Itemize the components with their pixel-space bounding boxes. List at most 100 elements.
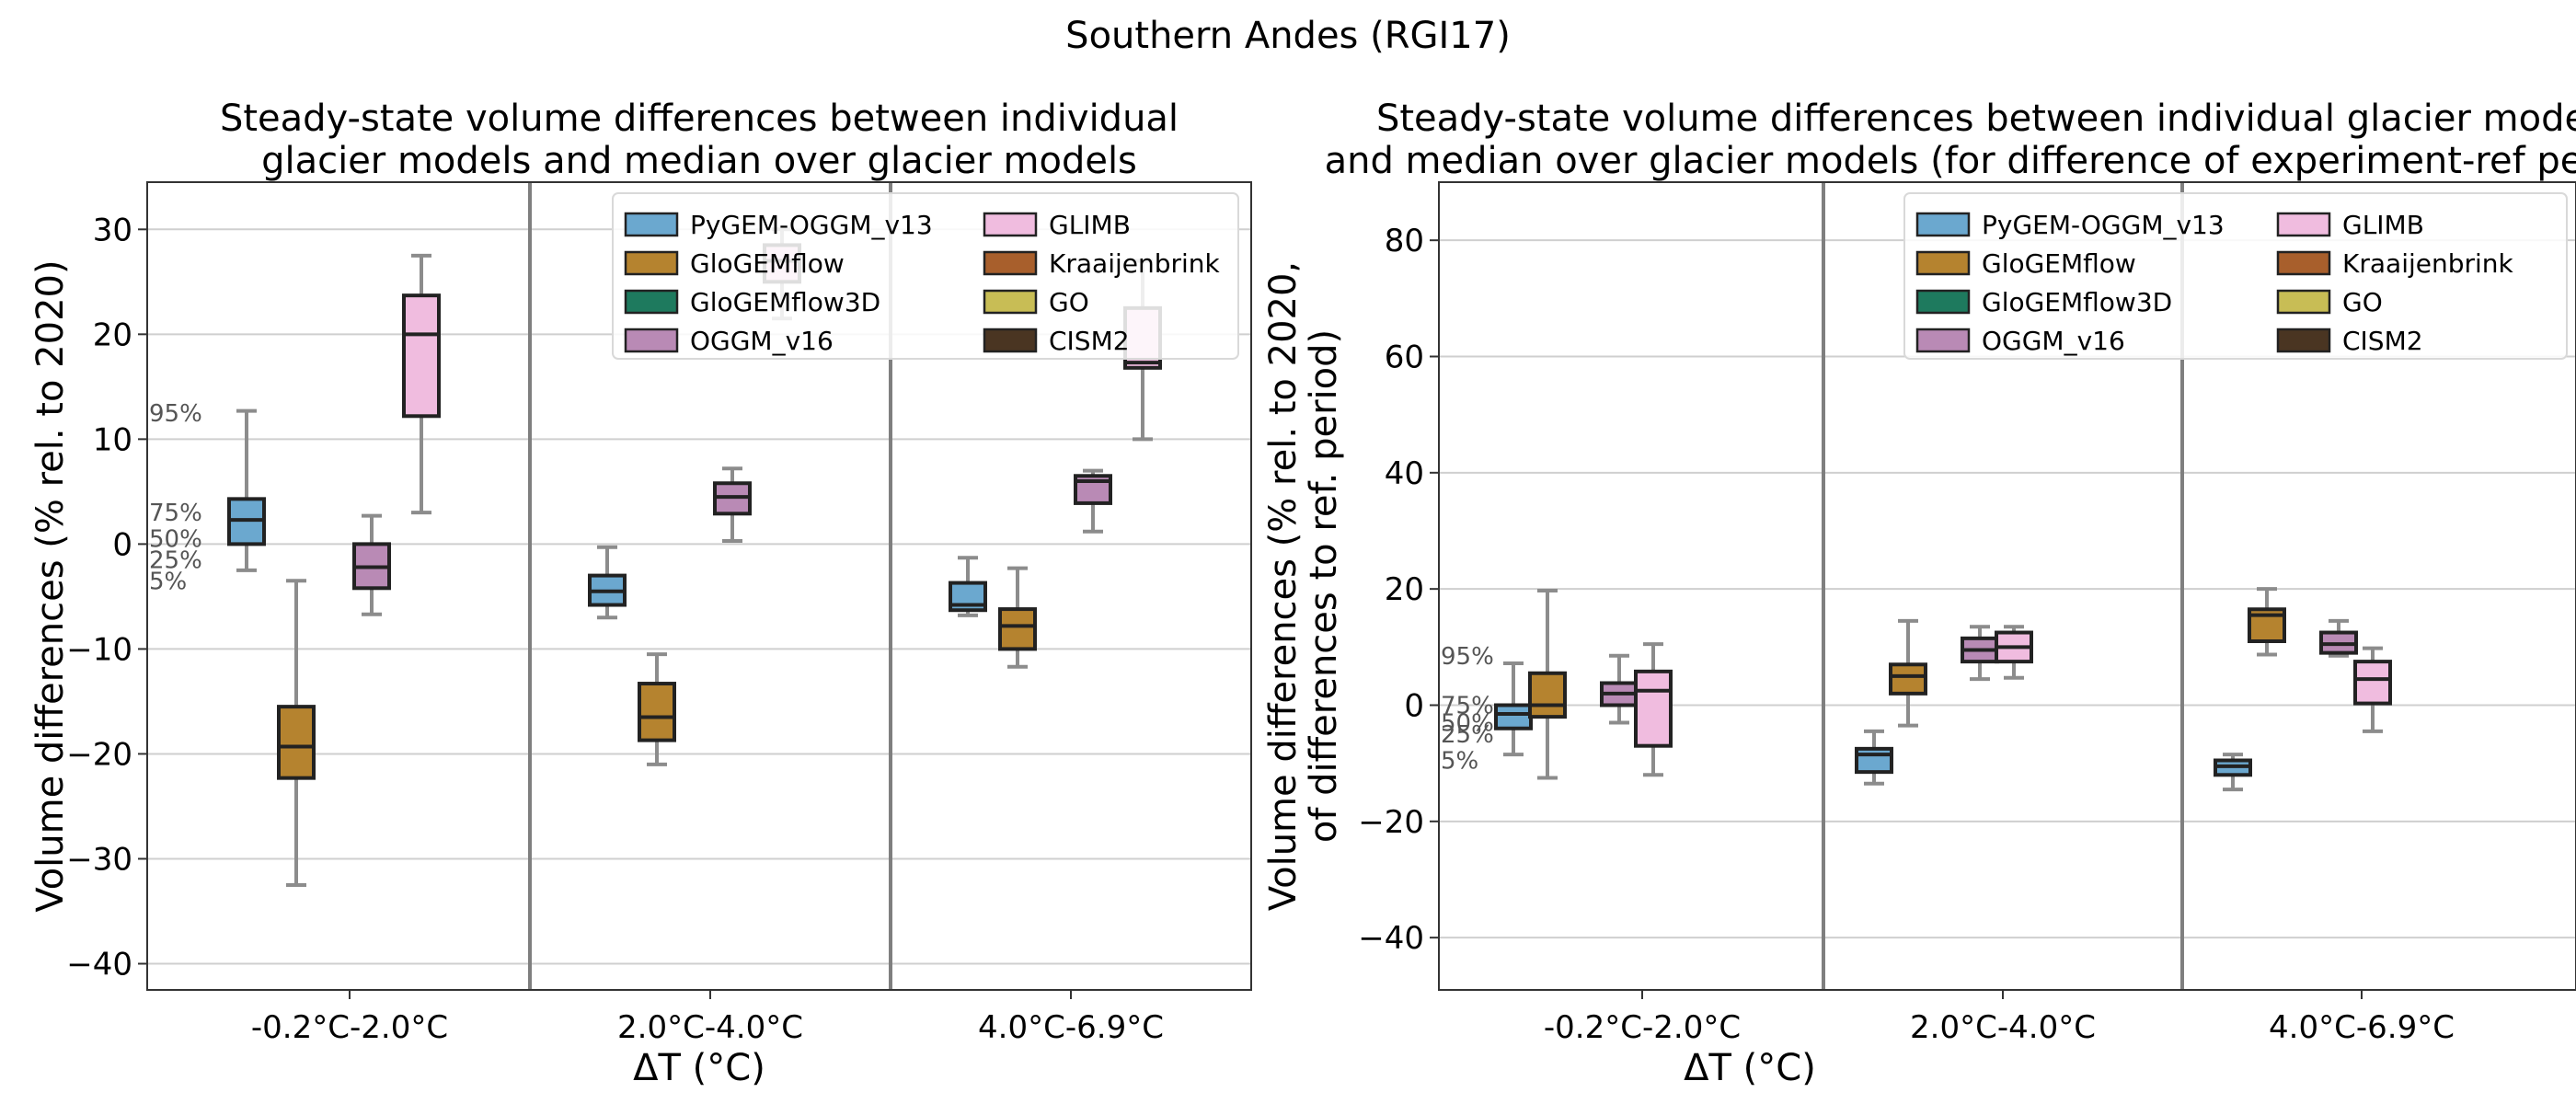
box-iqr xyxy=(2353,660,2392,706)
legend-label: OGGM_v16 xyxy=(1982,326,2125,356)
x-tick-label: 2.0°C-4.0°C xyxy=(1910,1009,2096,1046)
box-iqr xyxy=(638,682,676,742)
legend-swatch xyxy=(2276,328,2331,353)
legend-item: GO xyxy=(2276,287,2383,317)
box-iqr xyxy=(1528,671,1567,719)
percentile-label: 95% xyxy=(1441,643,1494,671)
box-glimb xyxy=(2353,646,2392,733)
box-glogemflow xyxy=(638,652,676,766)
legend-label: GloGEMflow xyxy=(690,248,845,279)
legend-item: GLIMB xyxy=(983,210,1131,240)
legend-swatch xyxy=(983,212,1038,237)
legend-item: GloGEMflow xyxy=(1915,248,2136,279)
legend-item: GLIMB xyxy=(2276,210,2424,240)
legend-swatch xyxy=(1915,328,1971,353)
legend-item: Kraaijenbrink xyxy=(983,248,1221,279)
y-tick-label: 0 xyxy=(112,526,132,563)
percentile-label: 25% xyxy=(1441,721,1494,749)
percentile-label: 75% xyxy=(1441,692,1494,719)
box-iqr xyxy=(1889,662,1927,696)
box-glogemflow xyxy=(1889,618,1927,728)
legend-item: CISM2 xyxy=(2276,326,2423,356)
y-tick-label: 30 xyxy=(93,212,132,248)
y-axis-label: of differences to ref. period) xyxy=(1303,329,1345,843)
x-tick-label: -0.2°C-2.0°C xyxy=(251,1009,448,1046)
y-tick-label: −20 xyxy=(66,736,132,773)
percentile-label: 5% xyxy=(1441,747,1478,775)
legend-label: Kraaijenbrink xyxy=(1049,248,1221,279)
legend-swatch xyxy=(624,328,679,353)
legend-swatch xyxy=(624,289,679,315)
legend-item: GloGEMflow3D xyxy=(1915,287,2172,317)
percentile-label: 75% xyxy=(149,500,202,527)
legend-item: GloGEMflow xyxy=(624,248,845,279)
box-oggm-v16 xyxy=(1074,468,1112,534)
legend-swatch xyxy=(1915,212,1971,237)
box-pygem-oggm-v13 xyxy=(588,545,627,620)
percentile-label: 5% xyxy=(149,568,187,595)
legend-label: GO xyxy=(1049,287,1089,317)
chart-title: Steady-state volume differences between … xyxy=(1376,98,2576,140)
box-glogemflow xyxy=(1528,589,1567,780)
legend-swatch xyxy=(624,212,679,237)
legend-item: OGGM_v16 xyxy=(1915,326,2125,356)
legend-label: CISM2 xyxy=(2342,326,2423,356)
percentile-label: 25% xyxy=(149,546,202,574)
legend-swatch xyxy=(2276,212,2331,237)
legend-label: PyGEM-OGGM_v13 xyxy=(1982,210,2225,240)
axes-frame xyxy=(146,181,1252,991)
legend-label: OGGM_v16 xyxy=(690,326,834,356)
box-pygem-oggm-v13 xyxy=(1494,661,1533,757)
legend-label: GLIMB xyxy=(2342,210,2424,240)
legend-swatch xyxy=(2276,289,2331,315)
box-pygem-oggm-v13 xyxy=(2214,753,2252,792)
box-pygem-oggm-v13 xyxy=(949,556,987,617)
box-glimb xyxy=(1995,625,2033,680)
percentile-label: 50% xyxy=(149,526,202,554)
legend-swatch xyxy=(1915,289,1971,315)
chart-title: Steady-state volume differences between … xyxy=(220,98,1179,140)
y-tick-label: 60 xyxy=(1385,339,1424,375)
y-tick-label: −40 xyxy=(1358,920,1424,957)
axes-frame xyxy=(1438,181,2576,991)
percentile-label: 95% xyxy=(149,400,202,428)
box-iqr xyxy=(1494,703,1533,730)
legend-swatch xyxy=(2276,250,2331,276)
y-tick-label: −30 xyxy=(66,841,132,878)
legend-item: PyGEM-OGGM_v13 xyxy=(1915,210,2225,240)
legend-label: Kraaijenbrink xyxy=(2342,248,2514,279)
y-tick-label: 20 xyxy=(93,316,132,353)
legend-swatch xyxy=(983,289,1038,315)
x-tick-label: 4.0°C-6.9°C xyxy=(978,1009,1164,1046)
legend-frame xyxy=(612,192,1239,360)
legend-swatch xyxy=(624,250,679,276)
box-oggm-v16 xyxy=(352,513,391,616)
y-tick-label: 0 xyxy=(1404,687,1424,724)
legend-item: CISM2 xyxy=(983,326,1130,356)
x-tick-label: 4.0°C-6.9°C xyxy=(2269,1009,2455,1046)
x-tick-label: 2.0°C-4.0°C xyxy=(617,1009,803,1046)
box-oggm-v16 xyxy=(713,466,752,543)
box-iqr xyxy=(1855,746,1893,775)
box-iqr xyxy=(402,293,441,419)
box-pygem-oggm-v13 xyxy=(227,408,266,572)
percentile-label: 50% xyxy=(1441,709,1494,737)
x-tick-label: -0.2°C-2.0°C xyxy=(1544,1009,1741,1046)
box-glogemflow xyxy=(998,566,1037,669)
box-oggm-v16 xyxy=(2319,618,2358,658)
box-glimb xyxy=(402,253,441,515)
box-pygem-oggm-v13 xyxy=(1855,729,1893,786)
box-iqr xyxy=(277,705,316,780)
chart-title: glacier models and median over glacier m… xyxy=(261,140,1137,182)
chart-panel-left: 30 20 10 0 −10 −20 −30 −40 -0.2°C-2.0°C 2.0°C-4.0… xyxy=(29,98,1252,1089)
x-axis-label: ΔT (°C) xyxy=(1684,1047,1816,1089)
legend-label: CISM2 xyxy=(1049,326,1130,356)
y-axis-label: Volume differences (% rel. to 2020) xyxy=(29,259,72,912)
box-iqr xyxy=(998,607,1037,651)
legend: PyGEM-OGGM_v13 GloGEMflow GloGEMflow3D OGGM… xyxy=(612,192,1239,360)
legend-label: PyGEM-OGGM_v13 xyxy=(690,210,933,240)
y-tick-label: 40 xyxy=(1385,455,1424,492)
y-tick-label: −10 xyxy=(66,631,132,668)
legend-label: GloGEMflow3D xyxy=(1982,287,2172,317)
